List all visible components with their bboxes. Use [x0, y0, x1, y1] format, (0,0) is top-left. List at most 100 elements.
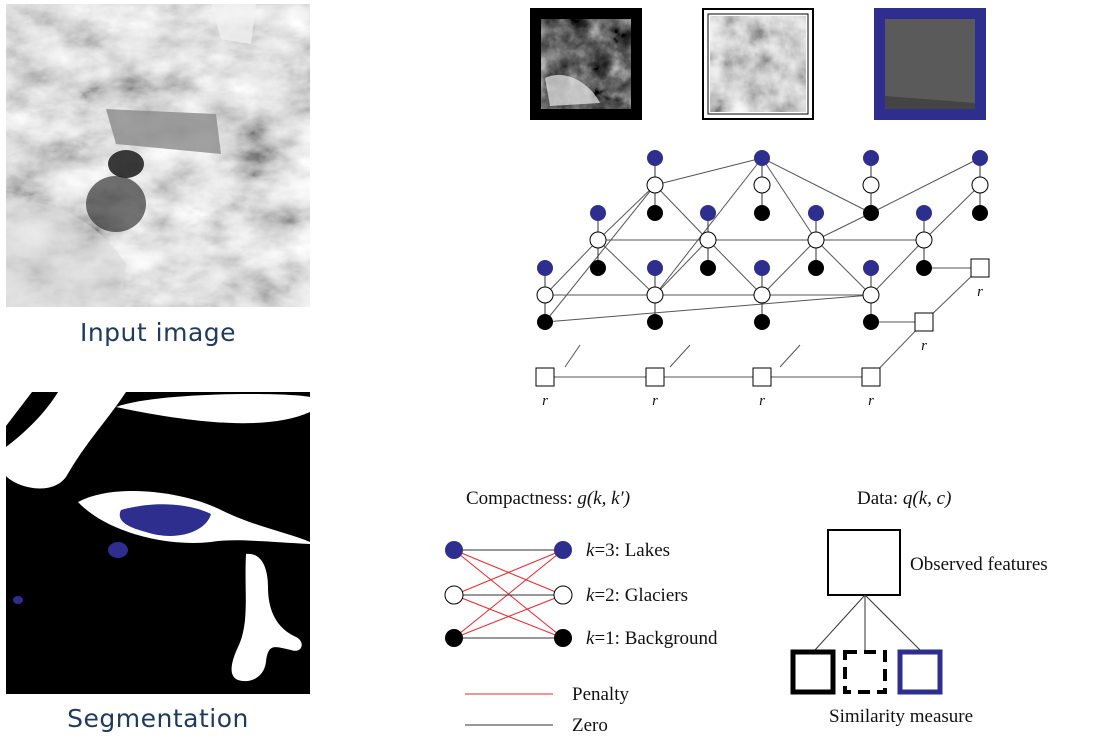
- class-label-lakes: k=3: Lakes: [586, 540, 670, 562]
- feature-thumbnail-blue-frame: [874, 8, 986, 120]
- graph-edge: [544, 184, 656, 323]
- class-k-value: =3:: [594, 540, 625, 561]
- lake-node-icon: [445, 541, 463, 559]
- graph-edge: [815, 212, 872, 241]
- background-state-node: [863, 314, 879, 330]
- class-k-symbol: k: [586, 540, 595, 561]
- graph-edge: [707, 239, 763, 296]
- data-term-title-text: Data:: [857, 488, 903, 509]
- region-node-label: r: [542, 393, 548, 409]
- region-node-label: r: [868, 393, 874, 409]
- glacier-state-node: [646, 176, 664, 194]
- lake-state-node: [590, 205, 606, 221]
- compactness-title: Compactness: g(k, k′): [466, 488, 630, 510]
- background-state-node: [700, 260, 716, 276]
- input-image-caption: Input image: [79, 318, 237, 347]
- region-node: [861, 367, 881, 387]
- region-node-label: r: [921, 338, 927, 354]
- compactness-title-math: g(k, k′): [577, 488, 631, 509]
- glacier-state-node: [753, 176, 771, 194]
- compactness-diagram: [444, 541, 573, 647]
- graph-edge: [761, 239, 817, 296]
- lake-state-node: [754, 260, 770, 276]
- lake-state-node: [700, 205, 716, 221]
- graph-edge: [870, 239, 925, 296]
- lake-state-node: [647, 260, 663, 276]
- glacier-state-node: [971, 176, 989, 194]
- background-node-icon: [445, 629, 463, 647]
- class-name: Background: [624, 628, 718, 649]
- feature-thumbnail-black-frame: [530, 8, 642, 120]
- region-node: [752, 367, 772, 387]
- graph-edge: [669, 344, 691, 368]
- background-state-node: [754, 205, 770, 221]
- similarity-box-blue: [897, 649, 943, 695]
- background-node-icon: [554, 629, 572, 647]
- lake-state-node: [754, 150, 770, 166]
- glacier-state-node: [646, 286, 664, 304]
- similarity-measure-label: Similarity measure: [829, 706, 974, 727]
- class-k-symbol: k: [586, 628, 595, 649]
- class-k-symbol: k: [586, 585, 595, 606]
- region-node-label: r: [759, 393, 765, 409]
- segmentation-map: [6, 392, 310, 694]
- graph-edge: [597, 239, 656, 296]
- graph-edge: [564, 344, 581, 368]
- data-term-title: Data: q(k, c): [857, 488, 951, 510]
- background-state-node: [754, 314, 770, 330]
- region-node-label: r: [652, 393, 658, 409]
- graph-edge: [761, 157, 817, 241]
- background-state-node: [808, 260, 824, 276]
- glacier-node-icon: [444, 585, 464, 605]
- observed-features-label: Observed features: [910, 554, 1048, 575]
- graph-edge: [761, 157, 872, 214]
- background-state-node: [863, 205, 879, 221]
- graph-edge: [779, 344, 801, 368]
- observed-features-box: [827, 529, 901, 596]
- penalty-label: Penalty: [572, 684, 629, 705]
- data-term-diagram: [790, 529, 943, 695]
- glacier-state-node: [753, 286, 771, 304]
- graph-edge: [654, 157, 763, 186]
- glacier-state-node: [862, 176, 880, 194]
- glacier-node-icon: [553, 585, 573, 605]
- lake-state-node: [916, 205, 932, 221]
- graph-edge: [815, 239, 872, 296]
- class-label-background: k=1: Background: [586, 628, 718, 650]
- lake-state-node: [972, 150, 988, 166]
- background-state-node: [647, 314, 663, 330]
- glacier-state-node: [699, 231, 717, 249]
- region-node: [535, 367, 555, 387]
- segmentation-caption: Segmentation: [67, 704, 249, 733]
- class-k-value: =2:: [594, 585, 625, 606]
- graph-edge: [544, 239, 599, 296]
- glacier-state-node: [862, 286, 880, 304]
- zero-label: Zero: [572, 715, 608, 736]
- data-term-title-math: q(k, c): [902, 488, 952, 509]
- lake-state-node: [863, 260, 879, 276]
- class-name: Lakes: [624, 540, 671, 561]
- class-k-value: =1:: [594, 628, 625, 649]
- glacier-state-node: [915, 231, 933, 249]
- glacier-state-node: [589, 231, 607, 249]
- graph-edge: [654, 184, 709, 241]
- graph-edge: [923, 184, 981, 241]
- lake-node-icon: [554, 541, 572, 559]
- lake-state-node: [863, 150, 879, 166]
- feature-thumbnail-white-frame: [702, 8, 814, 120]
- class-name: Glaciers: [624, 585, 688, 606]
- glacier-state-node: [807, 231, 825, 249]
- similarity-box-dashed: [843, 650, 887, 694]
- input-image: [6, 4, 310, 307]
- compactness-title-text: Compactness:: [466, 488, 578, 509]
- region-node: [645, 367, 665, 387]
- background-state-node: [537, 314, 553, 330]
- lake-state-node: [647, 150, 663, 166]
- line-key: [465, 693, 553, 726]
- glacier-state-node: [536, 286, 554, 304]
- region-node-label: r: [977, 284, 983, 300]
- background-state-node: [972, 205, 988, 221]
- similarity-box-black: [790, 649, 836, 695]
- graph-edge: [654, 239, 709, 296]
- graph-edge: [544, 294, 872, 323]
